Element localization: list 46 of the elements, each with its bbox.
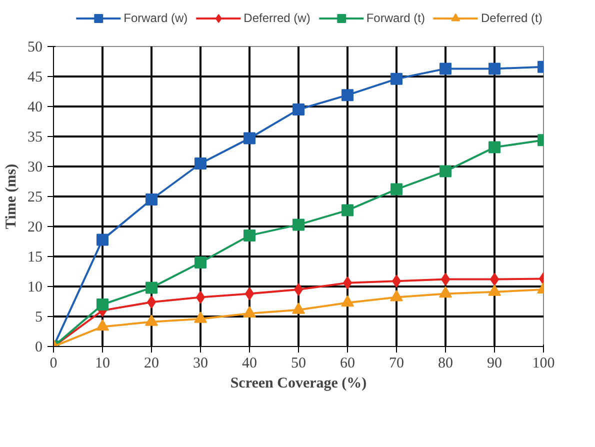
x-tick-label: 100 <box>532 356 555 372</box>
point <box>244 230 256 242</box>
y-tick-label: 35 <box>28 130 42 146</box>
y-tick-label: 20 <box>28 220 42 236</box>
point <box>146 282 158 294</box>
point <box>440 165 452 178</box>
point <box>488 141 500 154</box>
y-tick-label: 10 <box>28 280 42 296</box>
point <box>292 218 304 231</box>
y-tick-label: 50 <box>28 40 42 56</box>
x-tick-label: 20 <box>144 356 159 372</box>
point <box>342 204 354 216</box>
x-axis-title: Screen Coverage (%) <box>230 376 367 392</box>
y-tick-label: 45 <box>28 70 42 86</box>
y-tick-label: 25 <box>28 190 42 206</box>
y-axis-title: Time (ms) <box>4 164 20 230</box>
legend-label: Forward (t) <box>366 11 426 25</box>
x-tick-label: 60 <box>340 356 355 372</box>
x-tick-label: 50 <box>291 356 306 372</box>
y-tick-label: 15 <box>28 250 42 266</box>
x-tick-label: 40 <box>242 356 257 372</box>
point <box>244 132 256 144</box>
x-tick-label: 80 <box>438 356 453 372</box>
point <box>194 256 206 268</box>
legend-label: Deferred (t) <box>481 11 542 25</box>
x-tick-label: 70 <box>389 356 404 372</box>
point <box>390 72 402 85</box>
point <box>96 234 108 246</box>
x-tick-label: 30 <box>193 356 208 372</box>
x-tick-label: 90 <box>487 356 502 372</box>
y-tick-label: 30 <box>28 160 42 176</box>
point <box>292 104 304 116</box>
y-tick-label: 40 <box>28 100 42 116</box>
point <box>488 62 500 75</box>
point <box>194 158 206 170</box>
point <box>390 183 402 196</box>
y-tick-label: 0 <box>35 340 42 356</box>
point <box>440 62 452 75</box>
x-tick-label: 10 <box>95 356 110 372</box>
legend-label: Deferred (w) <box>244 11 310 25</box>
point <box>342 89 354 102</box>
y-tick-label: 5 <box>35 310 42 326</box>
point <box>96 298 108 310</box>
point <box>146 194 158 206</box>
legend-label: Forward (w) <box>124 11 188 25</box>
x-tick-label: 0 <box>50 356 58 372</box>
